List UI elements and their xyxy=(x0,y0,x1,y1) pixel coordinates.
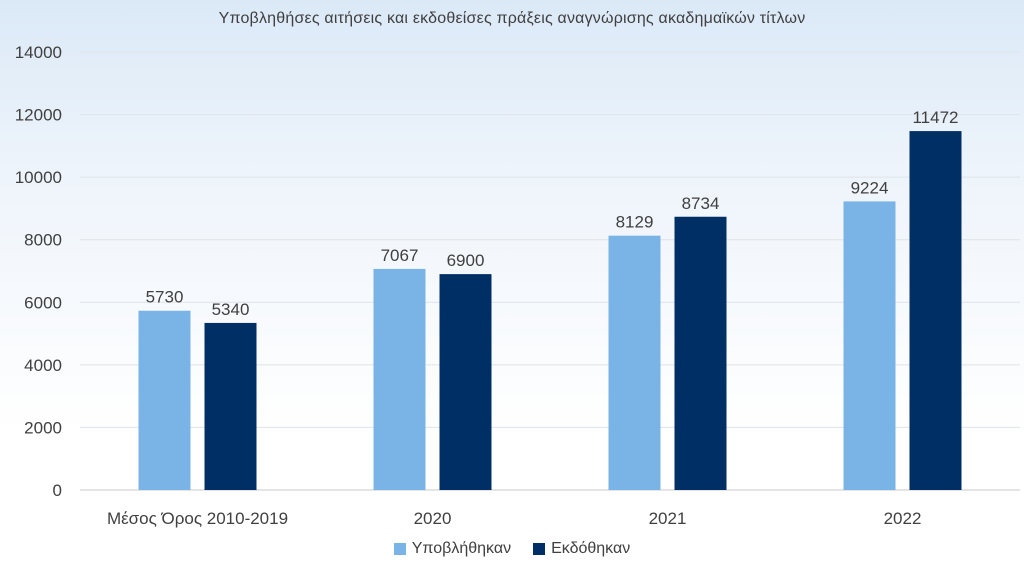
bar-chart: 0 2000 4000 6000 8000 10000 12000 14000 5730 5340… xyxy=(15,43,1020,528)
data-label: 8734 xyxy=(682,194,720,213)
y-tick-label: 2000 xyxy=(24,418,62,437)
data-label: 8129 xyxy=(616,213,654,232)
bar-issued xyxy=(909,131,962,491)
legend: Υποβλήθηκαν Εκδόθηκαν xyxy=(0,540,1024,558)
y-tick-label: 6000 xyxy=(24,293,62,312)
y-tick-label: 12000 xyxy=(15,106,62,125)
y-tick-label: 14000 xyxy=(15,43,62,62)
bar-submitted xyxy=(608,235,661,490)
bar-submitted xyxy=(373,268,426,490)
y-tick-label: 4000 xyxy=(24,356,62,375)
legend-swatch-issued xyxy=(533,543,546,555)
data-label: 9224 xyxy=(851,178,889,197)
legend-label-issued: Εκδόθηκαν xyxy=(551,540,631,557)
data-label: 11472 xyxy=(912,108,958,127)
data-label: 7067 xyxy=(381,246,419,265)
legend-item-submitted: Υποβλήθηκαν xyxy=(393,540,512,558)
bar-issued xyxy=(204,322,257,490)
bar-submitted xyxy=(138,310,191,490)
chart-title: Υποβληθήσες αιτήσεις και εκδοθείσες πράξ… xyxy=(218,10,806,27)
data-label: 6900 xyxy=(447,251,485,270)
x-tick-label: 2020 xyxy=(414,509,452,528)
y-tick-label: 8000 xyxy=(24,231,62,250)
x-tick-label: 2022 xyxy=(884,509,922,528)
x-tick-label: 2021 xyxy=(649,509,687,528)
bar-issued xyxy=(439,274,492,490)
legend-swatch-submitted xyxy=(393,543,406,555)
legend-label-submitted: Υποβλήθηκαν xyxy=(411,540,512,557)
bar-submitted xyxy=(843,201,896,490)
legend-item-issued: Εκδόθηκαν xyxy=(533,540,630,558)
bar-issued xyxy=(674,216,727,491)
y-tick-label: 10000 xyxy=(15,168,62,187)
data-label: 5730 xyxy=(146,288,184,307)
y-tick-label: 0 xyxy=(53,481,62,500)
x-tick-label: Μέσος Όρος 2010-2019 xyxy=(107,509,288,528)
data-label: 5340 xyxy=(212,300,250,319)
